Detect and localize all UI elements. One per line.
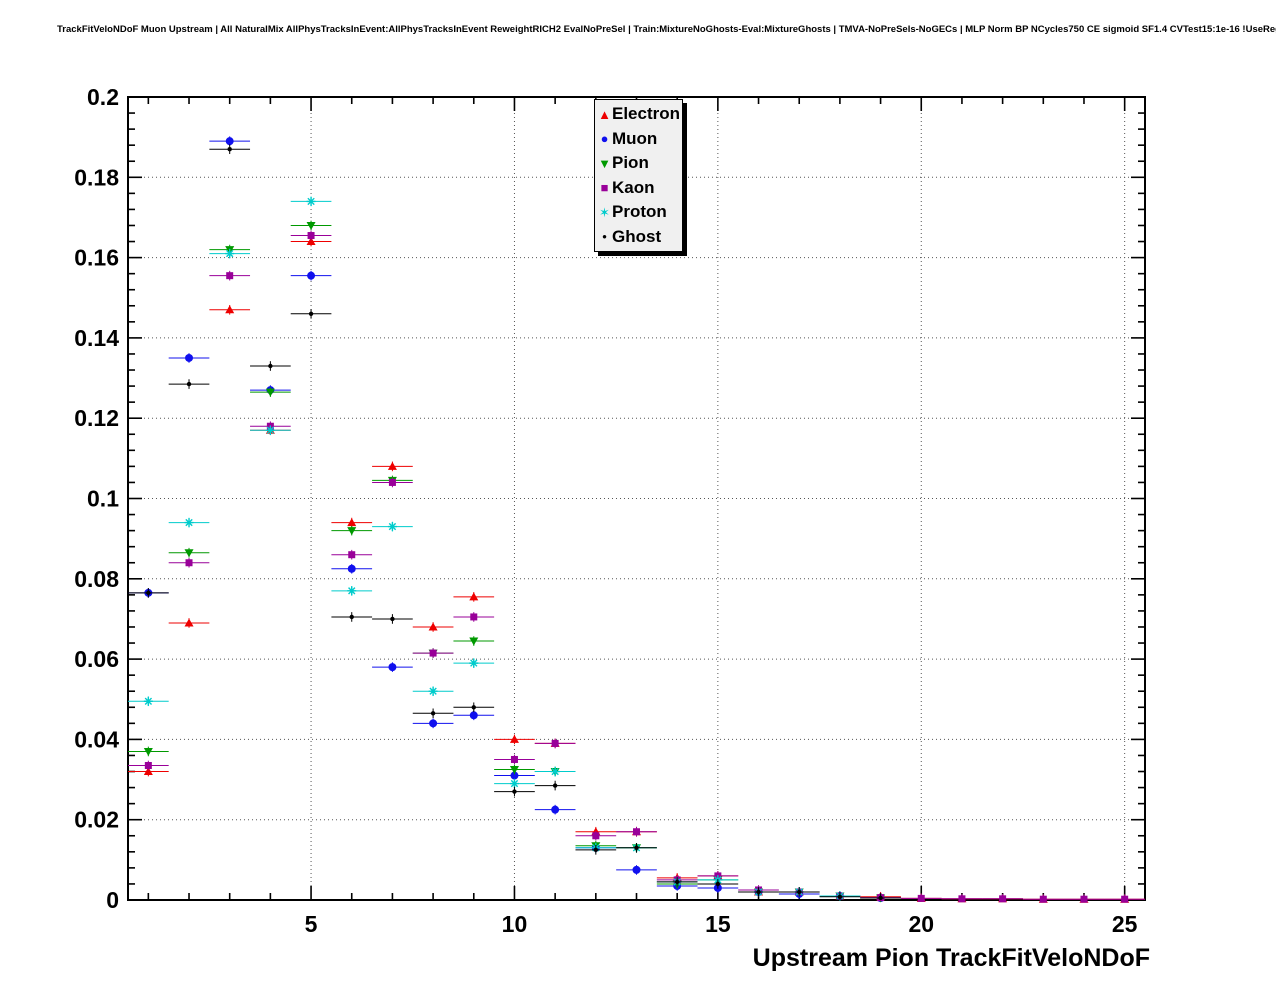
y-tick-label: 0.02 [74,807,119,833]
legend-item-kaon: ■ Kaon [597,176,682,201]
electron-marker-icon: ▲ [598,106,611,122]
x-tick-label: 5 [305,911,318,937]
legend-item-pion: ▼ Pion [597,151,682,176]
series-proton [128,196,861,901]
x-tick-label: 10 [502,911,528,937]
legend-label: Proton [612,202,667,222]
proton-marker-icon: ✶ [599,204,610,220]
legend-label: Electron [612,104,681,124]
y-tick-label: 0.04 [74,726,119,752]
legend-item-proton: ✶ Proton [597,200,682,225]
muon-marker-icon: ● [600,131,609,147]
legend-label: Kaon [612,177,655,197]
legend-label: Muon [612,128,658,148]
y-tick-label: 0.08 [74,566,119,592]
legend-label: Pion [612,153,649,173]
y-tick-label: 0.12 [74,405,119,431]
y-tick-label: 0.06 [74,646,119,672]
legend: ▲ Electron ● Muon ▼ Pion ■ Kaon ✶ Proton… [594,99,683,252]
series-ghost [128,144,901,901]
y-tick-label: 0.16 [74,245,119,271]
plot-frame [127,96,1146,901]
x-tick-label: 15 [705,911,731,937]
page-title: TrackFitVeloNDoF Muon Upstream | All Nat… [57,24,1276,35]
y-tick-label: 0.1 [87,486,119,512]
legend-item-electron: ▲ Electron [597,102,682,127]
x-tick-label: 20 [908,911,934,937]
y-tick-label: 0 [106,887,119,913]
legend-item-ghost: • Ghost [597,225,682,250]
y-tick-label: 0.18 [74,164,119,190]
legend-label: Ghost [612,226,662,246]
kaon-marker-icon: ■ [600,180,609,196]
series-electron [128,236,1145,903]
ghost-marker-icon: • [602,229,607,245]
x-tick-label: 25 [1112,911,1138,937]
legend-item-muon: ● Muon [597,127,682,152]
y-tick-label: 0.2 [87,84,119,110]
y-tick-label: 0.14 [74,325,119,351]
x-axis-title: Upstream Pion TrackFitVeloNDoF [752,944,1150,972]
pion-marker-icon: ▼ [598,155,611,171]
series-kaon [128,230,1145,903]
